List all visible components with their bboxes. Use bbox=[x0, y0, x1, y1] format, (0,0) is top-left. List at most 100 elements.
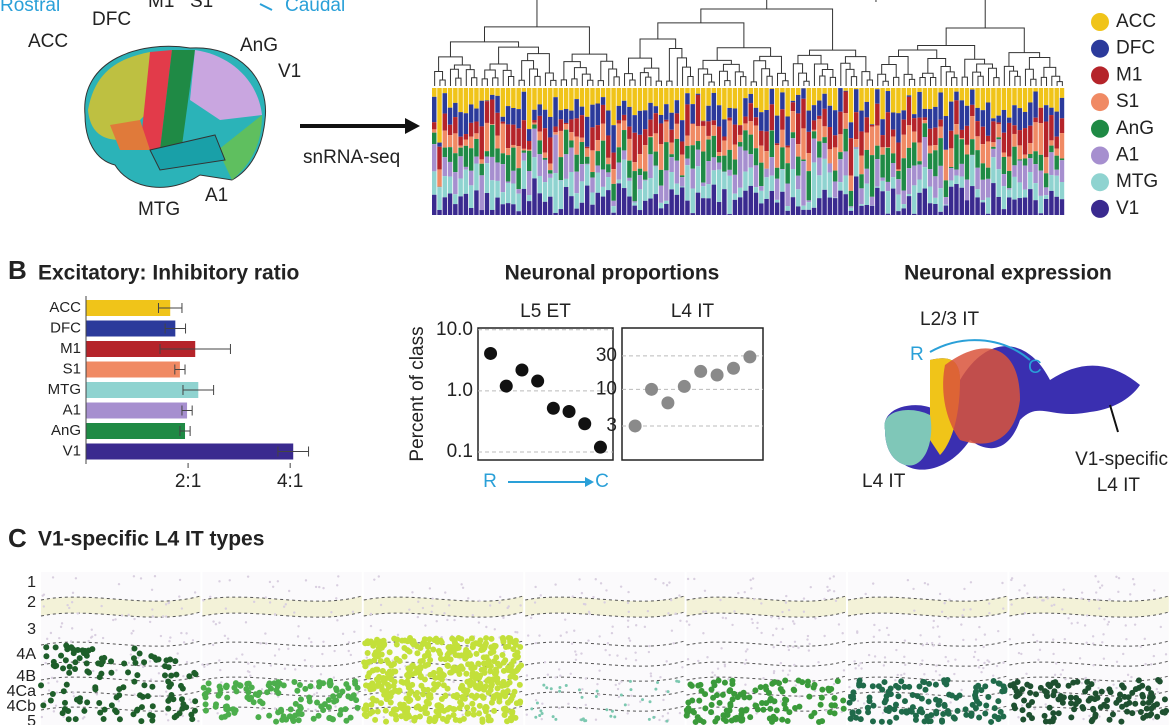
cell bbox=[420, 691, 427, 698]
composition-segment bbox=[1006, 188, 1012, 190]
cell bbox=[1014, 692, 1021, 699]
composition-segment bbox=[906, 96, 912, 126]
cell bbox=[932, 681, 939, 688]
composition-segment bbox=[553, 134, 558, 174]
composition-segment bbox=[764, 131, 769, 152]
background-cell bbox=[127, 661, 130, 664]
composition-segment bbox=[912, 118, 917, 132]
background-cell bbox=[744, 650, 748, 653]
composition-segment bbox=[991, 157, 996, 184]
background-cell bbox=[983, 633, 987, 636]
background-cell bbox=[630, 694, 633, 697]
cell bbox=[393, 716, 400, 723]
cell bbox=[956, 692, 963, 699]
composition-segment bbox=[985, 135, 991, 142]
composition-segment bbox=[669, 129, 674, 143]
section-title: V1-specific L4 IT types bbox=[38, 528, 264, 551]
cell bbox=[1145, 685, 1152, 692]
background-cell bbox=[567, 702, 570, 706]
cell bbox=[108, 702, 115, 709]
background-cell bbox=[76, 612, 80, 615]
composition-segment bbox=[1001, 156, 1007, 175]
dendrogram-branch bbox=[1040, 76, 1048, 86]
composition-segment bbox=[490, 124, 495, 157]
background-cell bbox=[960, 688, 963, 692]
composition-segment bbox=[1012, 125, 1017, 134]
cell bbox=[60, 688, 67, 695]
composition-segment bbox=[1049, 107, 1054, 116]
cell bbox=[475, 685, 482, 692]
composition-segment bbox=[474, 88, 479, 109]
error-bar bbox=[174, 364, 186, 375]
composition-segment bbox=[964, 144, 970, 155]
composition-segment bbox=[906, 125, 912, 148]
composition-segment bbox=[764, 168, 769, 178]
layer-boundary bbox=[525, 675, 685, 682]
composition-segment bbox=[627, 138, 632, 161]
composition-segment bbox=[521, 150, 527, 153]
composition-segment bbox=[495, 135, 500, 149]
cell bbox=[297, 696, 304, 703]
point bbox=[593, 440, 607, 454]
background-cell bbox=[923, 673, 926, 676]
composition-segment bbox=[1059, 158, 1065, 161]
background-cell bbox=[678, 594, 681, 597]
cell bbox=[727, 702, 734, 709]
dendrogram-branch bbox=[903, 73, 913, 86]
layer-label: 4Cb bbox=[7, 698, 36, 715]
background-cell bbox=[733, 610, 736, 613]
composition-segment bbox=[991, 88, 996, 119]
cell bbox=[440, 682, 447, 689]
cell bbox=[724, 711, 731, 718]
error-bar bbox=[159, 344, 231, 354]
composition-segment bbox=[490, 156, 495, 181]
composition-segment bbox=[980, 179, 986, 201]
composition-segment bbox=[579, 142, 585, 165]
background-cell bbox=[719, 598, 722, 602]
point bbox=[578, 417, 592, 431]
region-label: M1 bbox=[148, 0, 174, 12]
composition-segment bbox=[685, 93, 690, 105]
composition-segment bbox=[711, 120, 717, 126]
cell bbox=[138, 718, 145, 725]
composition-segment bbox=[880, 180, 885, 192]
layer-band bbox=[686, 596, 846, 618]
composition-segment bbox=[732, 124, 738, 145]
cell bbox=[1104, 697, 1111, 704]
composition-segment bbox=[621, 130, 627, 151]
composition-segment bbox=[706, 139, 711, 162]
background-cell bbox=[403, 691, 406, 695]
cell bbox=[120, 684, 127, 691]
dendrogram-branch bbox=[964, 58, 986, 78]
composition-segment bbox=[1038, 213, 1044, 215]
cell bbox=[1103, 703, 1110, 710]
cell bbox=[1050, 710, 1057, 717]
composition-segment bbox=[737, 197, 743, 215]
composition-segment bbox=[600, 88, 606, 98]
composition-segment bbox=[938, 119, 943, 127]
cell bbox=[1140, 700, 1147, 707]
layer-boundary bbox=[686, 705, 847, 712]
cell bbox=[856, 677, 863, 684]
background-cell bbox=[133, 617, 136, 621]
cell bbox=[922, 686, 929, 693]
background-cell bbox=[807, 649, 811, 652]
composition-segment bbox=[574, 99, 579, 119]
composition-segment bbox=[933, 127, 938, 146]
background-cell bbox=[654, 577, 657, 581]
cell bbox=[315, 712, 322, 719]
composition-segment bbox=[627, 160, 632, 178]
cell bbox=[1057, 693, 1064, 700]
cell bbox=[409, 681, 416, 688]
background-cell bbox=[894, 679, 897, 682]
composition-segment bbox=[827, 197, 833, 215]
cell bbox=[683, 712, 690, 719]
composition-segment bbox=[590, 150, 595, 173]
background-cell bbox=[594, 718, 598, 721]
cell bbox=[692, 718, 699, 725]
background-cell bbox=[321, 652, 324, 656]
cell bbox=[702, 705, 709, 712]
composition-segment bbox=[806, 131, 812, 154]
composition-segment bbox=[954, 134, 959, 170]
composition-segment bbox=[1012, 88, 1017, 106]
